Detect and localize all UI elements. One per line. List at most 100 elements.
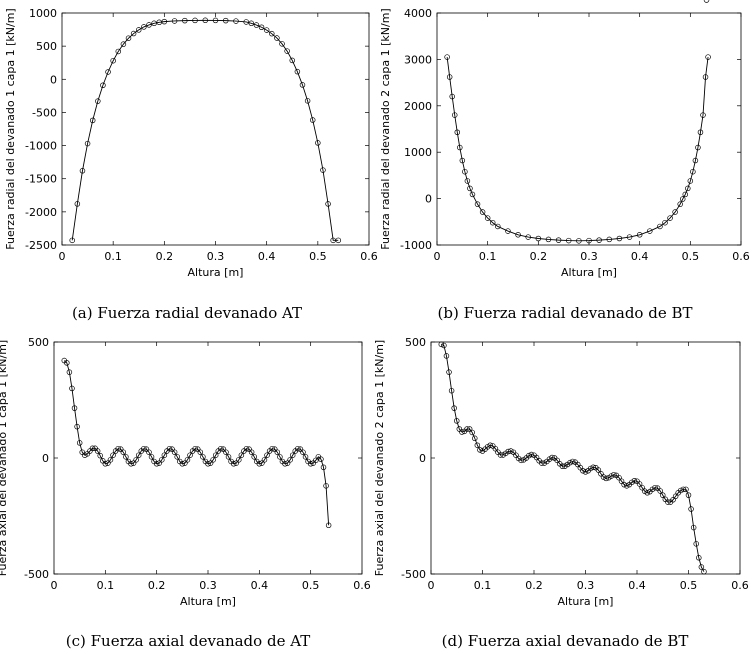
x-tick-label: 0.4 — [258, 250, 276, 263]
data-point — [454, 418, 460, 424]
y-axis-label: Fuerza axial del devanado 2 capa 1 [kN/m… — [373, 340, 386, 576]
data-point — [274, 449, 281, 455]
data-point — [690, 524, 697, 531]
data-point — [569, 458, 576, 465]
y-tick-label: -500 — [401, 568, 426, 581]
data-point — [161, 452, 168, 458]
data-point — [294, 68, 301, 75]
x-tick-label: 0 — [51, 579, 58, 592]
data-point — [508, 448, 514, 454]
data-point — [444, 54, 450, 60]
data-point — [110, 57, 116, 64]
y-axis-label: Fuerza axial del devanado 1 capa 1 [kN/m… — [0, 340, 9, 576]
data-point — [253, 22, 260, 28]
data-point — [302, 454, 309, 460]
x-tick-label: 0.6 — [360, 250, 378, 263]
data-point — [700, 112, 706, 118]
data-point — [89, 117, 96, 124]
data-point — [323, 483, 329, 489]
data-point — [274, 35, 280, 41]
data-point — [576, 238, 582, 244]
data-point — [287, 457, 293, 463]
data-point — [102, 461, 109, 467]
data-point — [263, 27, 270, 33]
data-point — [670, 497, 676, 503]
data-point — [484, 215, 491, 221]
data-point — [611, 471, 617, 478]
data-point — [464, 178, 471, 184]
data-point — [667, 215, 673, 221]
data-point — [248, 449, 255, 455]
data-point — [545, 236, 552, 243]
x-tick-label: 0.2 — [156, 250, 174, 263]
y-tick-label: 1000 — [404, 146, 432, 159]
data-point — [657, 488, 663, 494]
data-point — [243, 19, 249, 25]
series-line — [71, 19, 339, 241]
data-point — [69, 385, 75, 392]
data-point — [136, 27, 142, 33]
data-point — [269, 30, 275, 37]
data-point — [179, 461, 186, 467]
data-point — [182, 17, 188, 24]
data-point — [644, 490, 651, 496]
x-tick-label: 0.1 — [474, 579, 492, 592]
y-tick-label: -500 — [32, 106, 57, 119]
x-tick-label: 0.5 — [680, 579, 698, 592]
data-point — [652, 484, 658, 491]
data-point — [636, 481, 643, 487]
data-point — [115, 445, 121, 452]
data-point — [295, 445, 301, 452]
data-point — [76, 440, 83, 446]
data-point — [679, 196, 686, 202]
data-point — [212, 452, 219, 458]
panel-caption: (c) Fuerza axial devanado de AT — [66, 632, 310, 650]
data-point — [687, 178, 694, 184]
data-point — [128, 461, 134, 467]
data-point — [662, 219, 668, 226]
x-axis-label: Altura [m] — [188, 266, 244, 279]
data-point — [677, 201, 683, 207]
data-point — [313, 457, 319, 464]
data-point — [71, 405, 78, 411]
data-point — [69, 237, 75, 244]
data-point — [133, 457, 139, 463]
x-tick-label: 0.4 — [631, 250, 649, 263]
data-point — [608, 473, 614, 479]
y-tick-label: -500 — [24, 568, 49, 581]
x-tick-label: 0.6 — [731, 579, 749, 592]
data-point — [171, 449, 178, 455]
y-tick-label: 0 — [42, 452, 49, 465]
data-point — [82, 452, 88, 458]
data-point — [680, 486, 687, 493]
data-point — [153, 461, 160, 467]
data-point — [289, 57, 296, 64]
data-point — [110, 452, 116, 458]
data-point — [457, 144, 463, 151]
x-tick-label: 0.1 — [104, 250, 122, 263]
data-point — [225, 454, 232, 460]
data-point — [309, 117, 316, 123]
x-tick-label: 0.1 — [479, 250, 497, 263]
y-axis-label: Fuerza radial del devanado 2 capa 1 [kN/… — [379, 8, 392, 249]
data-point — [639, 484, 645, 491]
y-tick-label: -1000 — [25, 140, 57, 153]
data-point — [685, 492, 692, 498]
data-point — [685, 185, 691, 192]
x-tick-label: 0 — [59, 250, 66, 263]
data-point — [567, 459, 573, 466]
data-point — [466, 426, 473, 432]
x-tick-label: 0 — [434, 250, 441, 263]
data-point — [251, 454, 257, 460]
y-tick-label: -1500 — [25, 173, 57, 186]
x-tick-label: 0.3 — [577, 579, 595, 592]
data-point — [64, 360, 70, 366]
data-point — [171, 18, 178, 24]
panel-a: 0 0.1 0.2 0.3 0.4 0.5 0.6 -2500 -2000 -1500 -1000 -… — [4, 7, 378, 322]
data-point — [489, 219, 496, 226]
data-point — [130, 30, 137, 37]
y-tick-label: 0 — [50, 73, 57, 86]
data-point — [335, 237, 342, 244]
data-point — [282, 461, 288, 467]
data-point — [682, 191, 689, 198]
